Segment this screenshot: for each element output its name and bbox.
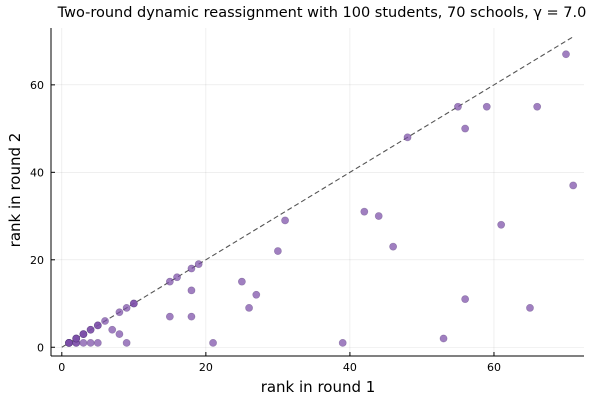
data-point	[338, 338, 347, 347]
y-tick-label: 60	[30, 79, 44, 92]
data-point	[187, 312, 196, 321]
data-point	[115, 308, 124, 317]
data-point	[461, 124, 470, 133]
y-tick-label: 40	[30, 166, 44, 179]
data-point	[454, 102, 462, 111]
data-point	[108, 325, 117, 334]
y-tick-label: 0	[37, 341, 44, 354]
data-point	[461, 295, 470, 304]
data-point	[252, 290, 261, 299]
data-point	[93, 338, 102, 347]
data-point	[165, 312, 174, 321]
data-point	[237, 277, 246, 286]
y-tick-label: 20	[30, 254, 44, 267]
data-point	[187, 286, 196, 295]
data-point	[209, 338, 217, 347]
data-point	[79, 330, 88, 339]
data-point	[360, 207, 369, 216]
data-point	[93, 321, 102, 330]
data-point	[194, 260, 203, 269]
chart-title: Two-round dynamic reassignment with 100 …	[57, 5, 587, 21]
x-axis-ticks: 0 20 40 60	[58, 352, 501, 374]
x-tick-label: 40	[343, 361, 357, 374]
data-point	[569, 181, 578, 190]
data-point	[403, 133, 412, 142]
data-point	[86, 338, 95, 347]
data-point	[482, 102, 491, 111]
y-axis-ticks: 0 20 40 60	[30, 79, 55, 354]
diagonal-reference-line	[61, 36, 574, 348]
data-point	[389, 242, 398, 251]
data-point	[165, 277, 174, 286]
data-point	[115, 330, 124, 339]
data-point	[129, 299, 138, 308]
data-point	[86, 325, 95, 334]
data-point	[122, 303, 131, 312]
data-point	[562, 50, 570, 59]
data-point	[245, 303, 253, 312]
data-points	[65, 50, 578, 347]
data-point	[79, 338, 88, 347]
data-point	[281, 216, 289, 225]
x-tick-label: 20	[199, 361, 213, 374]
data-point	[374, 212, 383, 220]
data-point	[439, 334, 448, 343]
x-tick-label: 60	[487, 361, 501, 374]
y-axis-label: rank in round 2	[6, 133, 24, 248]
grid-lines	[51, 28, 584, 356]
data-point	[72, 334, 81, 343]
data-point	[122, 338, 131, 347]
data-point	[65, 338, 73, 347]
data-point	[173, 273, 181, 282]
data-point	[526, 303, 534, 312]
data-point	[273, 247, 282, 255]
data-point	[101, 317, 109, 325]
data-point	[497, 220, 506, 229]
x-tick-label: 0	[58, 361, 65, 374]
data-point	[533, 102, 542, 111]
x-axis-label: rank in round 1	[261, 378, 376, 396]
data-point	[187, 264, 196, 273]
